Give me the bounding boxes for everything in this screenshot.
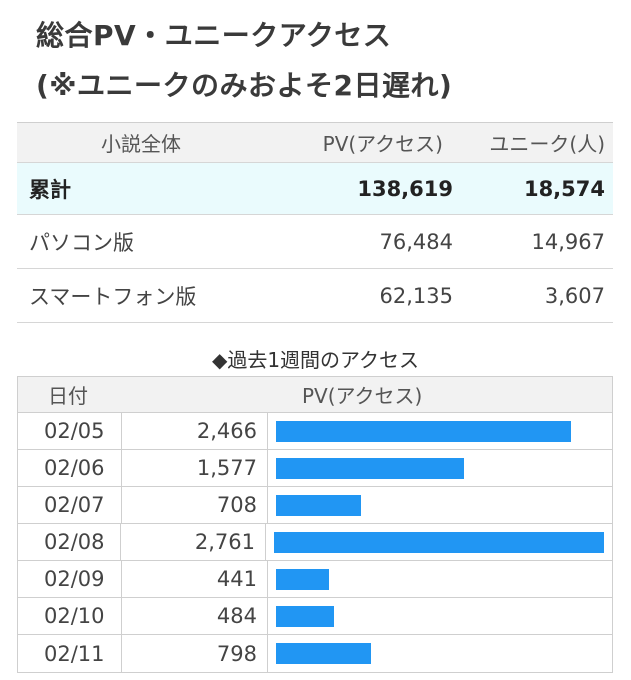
row-unique: 18,574 [523,176,605,201]
weekly-date: 02/08 [18,524,122,560]
summary-row-total: 累計 138,619 18,574 [17,163,613,215]
weekly-pv-value: 2,466 [122,413,268,449]
weekly-row: 02/06 1,577 [18,450,612,487]
weekly-bar [276,643,371,664]
weekly-bar-track [268,561,612,597]
weekly-bar-track [268,487,612,523]
weekly-date: 02/09 [18,561,122,597]
page-subtitle: (※ユニークのみおよそ2日遅れ) [36,69,453,102]
weekly-bar-track [268,635,612,672]
row-label: パソコン版 [29,230,134,255]
page-title: 総合PV・ユニークアクセス [36,19,392,52]
weekly-pv-value: 708 [122,487,268,523]
summary-header-row: 小説全体 PV(アクセス) ユニーク(人) [17,123,613,163]
header-weekly-pv: PV(アクセス) [302,384,423,408]
row-pv: 76,484 [379,229,453,254]
weekly-row: 02/11 798 [18,635,612,672]
row-label: 累計 [29,177,71,202]
row-pv: 62,135 [379,283,453,308]
row-label: スマートフォン版 [29,284,197,309]
weekly-bar-track [268,450,612,486]
row-unique: 3,607 [544,283,605,308]
weekly-date: 02/11 [18,635,122,672]
weekly-bar [276,568,329,590]
weekly-bar-track [268,413,612,449]
weekly-header-row: 日付 PV(アクセス) [18,377,612,413]
weekly-date: 02/10 [18,598,122,634]
weekly-title: ◆過去1週間のアクセス [211,348,420,372]
weekly-bar [276,605,334,627]
header-novel-total: 小説全体 [101,132,181,156]
weekly-row: 02/08 2,761 [18,524,612,561]
weekly-pv-value: 2,761 [121,524,266,560]
weekly-bar [276,420,571,442]
weekly-row: 02/10 484 [18,598,612,635]
header-date: 日付 [48,384,88,408]
weekly-row: 02/05 2,466 [18,413,612,450]
weekly-bar-track [268,598,612,634]
weekly-bar [276,457,464,479]
summary-table: 小説全体 PV(アクセス) ユニーク(人) 累計 138,619 18,574 … [17,122,613,323]
weekly-date: 02/07 [18,487,122,523]
row-unique: 14,967 [531,229,605,254]
header-unique: ユニーク(人) [489,132,605,156]
summary-row-pc: パソコン版 76,484 14,967 [17,215,613,269]
weekly-date: 02/06 [18,450,122,486]
weekly-date: 02/05 [18,413,122,449]
weekly-bar-track [266,524,612,560]
weekly-pv-value: 484 [122,598,268,634]
weekly-bar [274,531,604,553]
header-pv: PV(アクセス) [322,132,443,156]
weekly-row: 02/07 708 [18,487,612,524]
weekly-row: 02/09 441 [18,561,612,598]
weekly-chart-table: 日付 PV(アクセス) 02/05 2,466 02/06 1,577 02/07 708… [17,376,613,673]
row-pv: 138,619 [357,176,453,201]
weekly-pv-value: 1,577 [122,450,268,486]
weekly-pv-value: 798 [122,635,268,672]
weekly-pv-value: 441 [122,561,268,597]
weekly-bar [276,494,361,516]
summary-row-smartphone: スマートフォン版 62,135 3,607 [17,269,613,323]
